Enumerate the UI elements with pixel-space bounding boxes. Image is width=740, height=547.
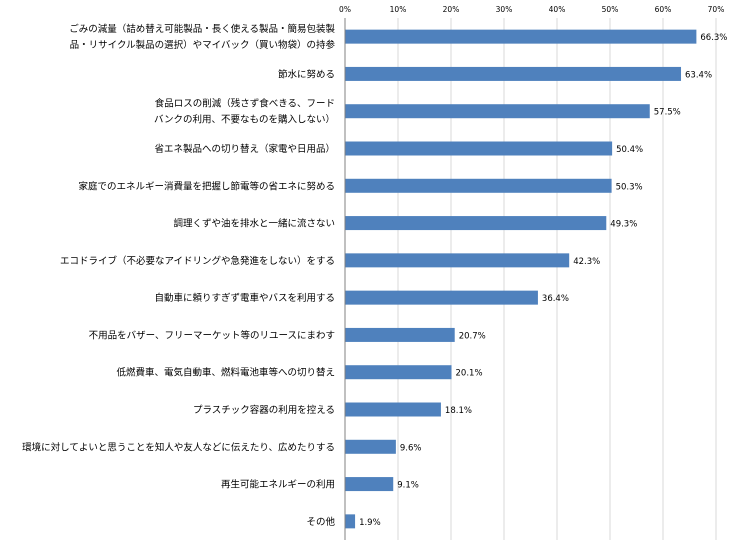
category-label: バンクの利用、不要なものを購入しない） bbox=[154, 114, 335, 126]
bar bbox=[345, 29, 697, 44]
data-label: 9.6% bbox=[400, 443, 422, 453]
data-label: 49.3% bbox=[610, 220, 637, 230]
bar bbox=[345, 327, 455, 342]
bar bbox=[345, 477, 394, 492]
x-tick-label: 20% bbox=[443, 5, 460, 14]
x-tick-label: 40% bbox=[549, 5, 566, 14]
category-label: 環境に対してよいと思うことを知人や友人などに伝えたり、広めたりする bbox=[22, 441, 335, 453]
data-labels: 66.3% 63.4% 57.5% 50.4% 50.3% 49.3% 42.3% 36.4%… bbox=[359, 33, 727, 528]
category-label: その他 bbox=[306, 516, 335, 528]
category-label: 家庭でのエネルギー消費量を把握し節電等の省エネに努める bbox=[78, 180, 335, 192]
bar bbox=[345, 402, 441, 417]
gridlines bbox=[344, 18, 717, 540]
x-tick-label: 60% bbox=[655, 5, 672, 14]
category-label: プラスチック容器の利用を控える bbox=[193, 404, 335, 416]
category-label: 品・リサイクル製品の選択）やマイバック（買い物袋）の持参 bbox=[70, 39, 336, 51]
bar bbox=[345, 104, 650, 119]
category-label: 自動車に頼りすぎず電車やバスを利用する bbox=[154, 292, 335, 304]
category-label: エコドライブ（不必要なアイドリングや急発進をしない）をする bbox=[60, 255, 335, 267]
x-tick-label: 10% bbox=[390, 5, 407, 14]
bar bbox=[345, 178, 612, 193]
data-label: 18.1% bbox=[445, 406, 472, 416]
data-label: 66.3% bbox=[700, 33, 727, 43]
x-tick-label: 0% bbox=[339, 5, 351, 14]
category-label: ごみの減量（詰め替え可能製品・長く使える製品・簡易包装製 bbox=[69, 23, 335, 35]
category-label: 節水に努める bbox=[278, 68, 335, 80]
bar bbox=[345, 514, 356, 529]
data-label: 36.4% bbox=[542, 294, 569, 304]
data-label: 63.4% bbox=[685, 70, 712, 80]
data-label: 50.3% bbox=[616, 182, 643, 192]
bar bbox=[345, 141, 613, 156]
category-label: 省エネ製品への切り替え（家電や日用品） bbox=[154, 143, 335, 155]
data-label: 42.3% bbox=[573, 257, 600, 267]
bar bbox=[345, 439, 396, 454]
data-label: 20.1% bbox=[456, 369, 483, 379]
bars bbox=[345, 29, 697, 529]
category-label: 再生可能エネルギーの利用 bbox=[221, 479, 335, 491]
bar bbox=[345, 365, 452, 380]
x-tick-label: 30% bbox=[496, 5, 513, 14]
data-label: 57.5% bbox=[654, 108, 681, 118]
x-axis-ticks: 0% 10% 20% 30% 40% 50% 60% 70% bbox=[339, 5, 724, 14]
bar bbox=[345, 253, 570, 268]
data-label: 20.7% bbox=[459, 331, 486, 341]
x-tick-label: 70% bbox=[708, 5, 725, 14]
bar bbox=[345, 66, 682, 81]
category-label: 低燃費車、電気自動車、燃料電池車等への切り替え bbox=[116, 367, 335, 379]
bar bbox=[345, 216, 607, 231]
data-label: 9.1% bbox=[397, 481, 419, 491]
bar bbox=[345, 290, 538, 305]
category-label: 調理くずや油を排水と一緒に流さない bbox=[173, 218, 335, 230]
category-label: 食品ロスの削減（残さず食べきる、フード bbox=[155, 98, 335, 110]
data-label: 1.9% bbox=[359, 518, 381, 528]
x-tick-label: 50% bbox=[602, 5, 619, 14]
category-labels: ごみの減量（詰め替え可能製品・長く使える製品・簡易包装製品・リサイクル製品の選択… bbox=[22, 23, 335, 528]
category-label: 不用品をバザー、フリーマーケット等のリユースにまわす bbox=[89, 329, 335, 341]
data-label: 50.4% bbox=[616, 145, 643, 155]
